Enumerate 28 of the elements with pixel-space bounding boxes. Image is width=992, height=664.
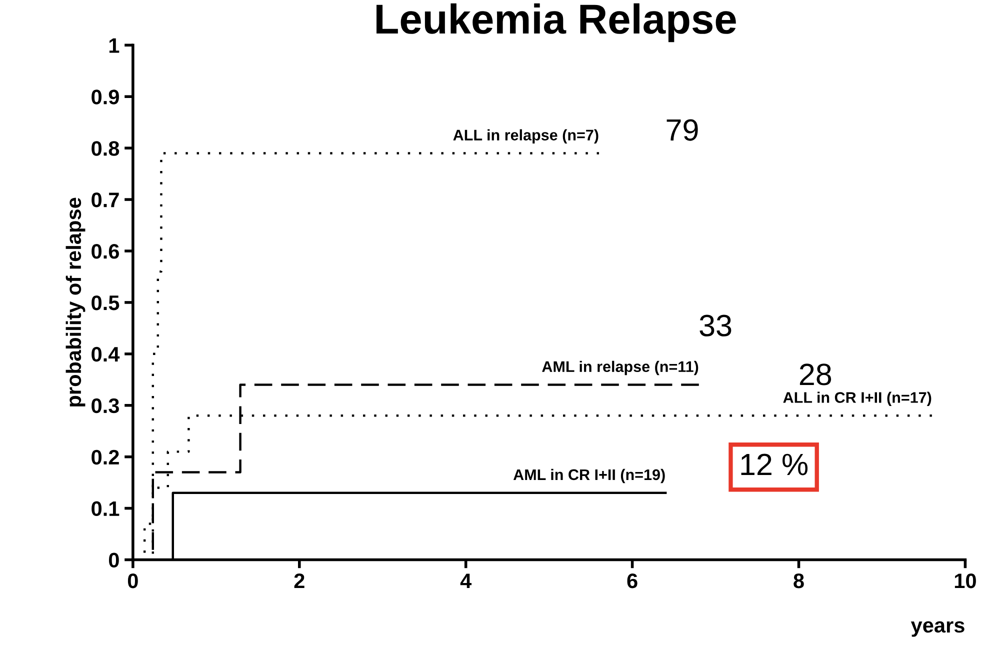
series-label: AML in relapse (n=11)	[542, 360, 698, 376]
y-tick-label: 1	[109, 38, 120, 53]
y-tick-label: 0.2	[92, 450, 119, 465]
y-tick-label: 0.3	[92, 398, 119, 414]
x-tick-label: 8	[794, 573, 804, 588]
series-label: ALL in relapse (n=7)	[453, 129, 598, 144]
x-tick-label: 6	[627, 573, 638, 588]
annotation: 79	[666, 119, 698, 141]
annotation: 28	[800, 364, 832, 386]
annotation: 12 %	[741, 454, 808, 476]
y-axis-title: probability of relapse	[66, 198, 86, 406]
y-tick-label: 0.1	[92, 501, 120, 516]
series-label: ALL in CR I+II (n=17)	[783, 392, 932, 406]
y-tick-label: 0	[108, 552, 119, 568]
x-tick-label: 10	[954, 573, 976, 588]
series-label: AML in CR I+II (n=19)	[513, 468, 665, 484]
chart-title: Leukemia Relapse	[376, 3, 736, 42]
x-tick-label: 2	[294, 573, 304, 588]
y-tick-label: 0.8	[92, 141, 120, 156]
annotation: 33	[700, 314, 732, 336]
x-axis-title: years	[910, 621, 964, 637]
y-tick-label: 0.4	[92, 346, 120, 362]
y-tick-label: 0.5	[92, 295, 120, 310]
y-tick-label: 0.7	[92, 192, 119, 208]
y-tick-label: 0.6	[92, 244, 119, 259]
x-tick-label: 0	[128, 573, 138, 588]
y-tick-label: 0.9	[92, 90, 119, 104]
x-tick-label: 4	[460, 574, 472, 588]
